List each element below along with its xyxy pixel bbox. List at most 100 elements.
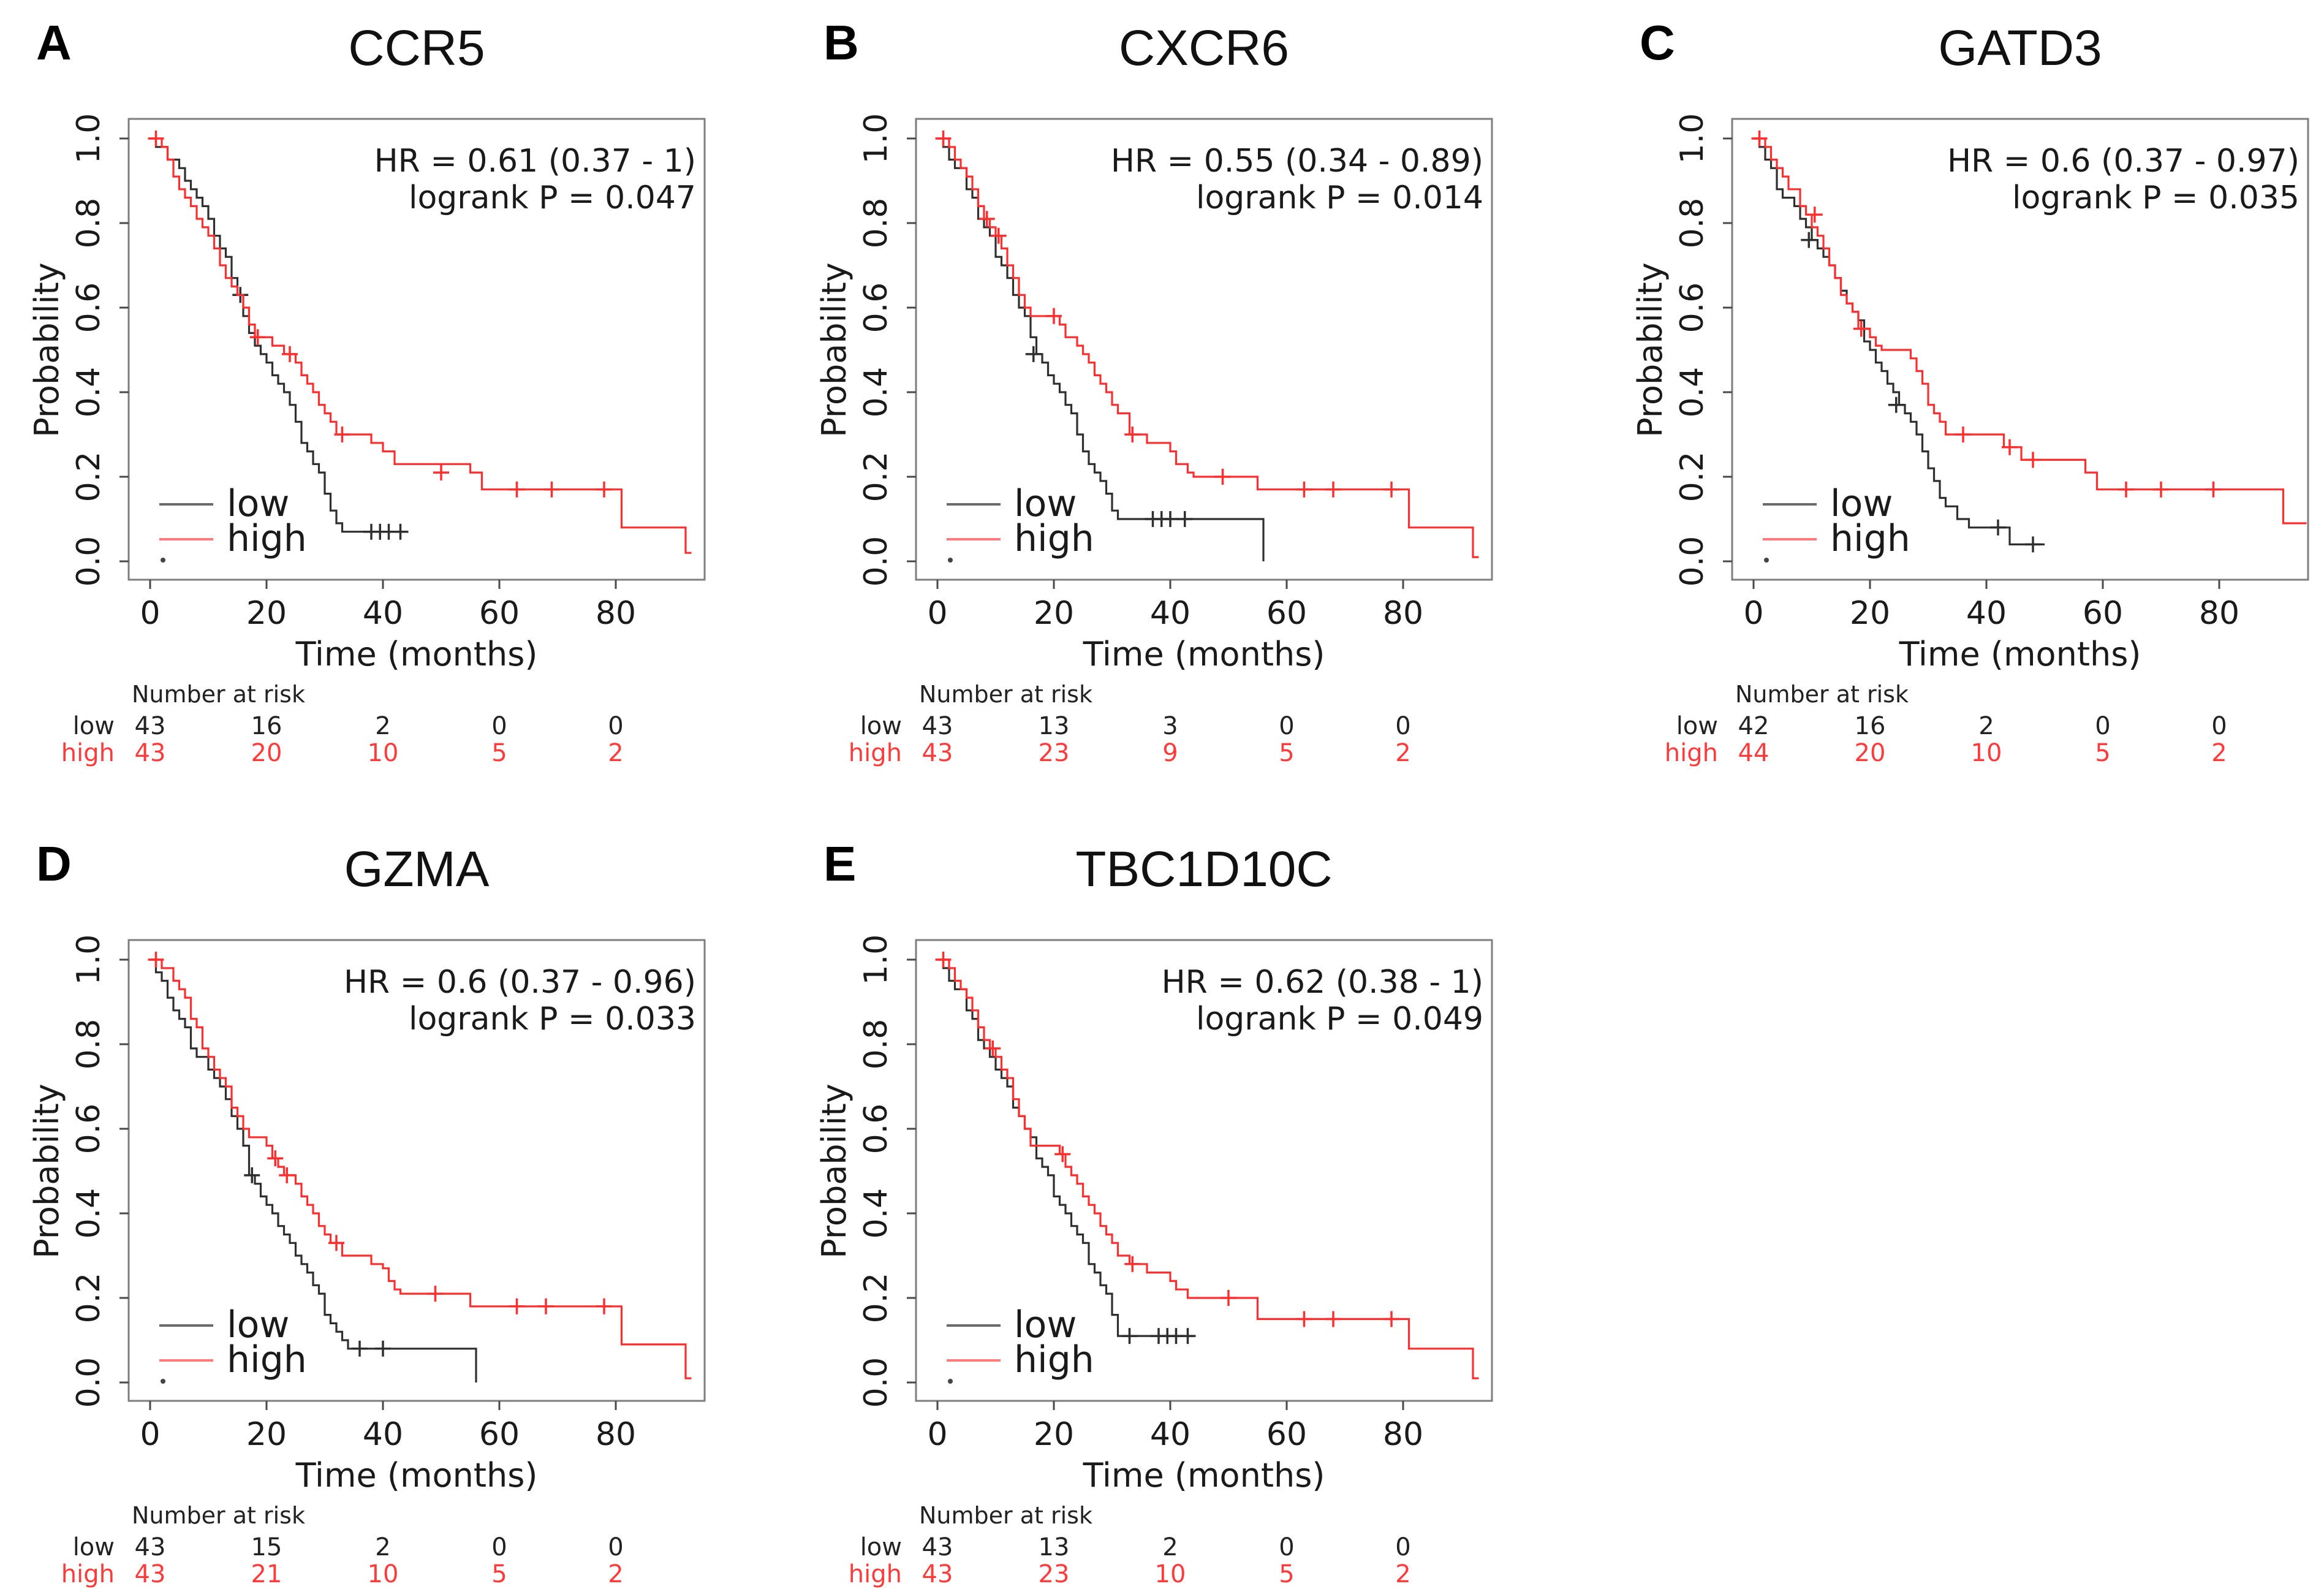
- censor-mark-low: [392, 523, 409, 540]
- legend-dot: [161, 558, 165, 563]
- censor-mark-high: [985, 1040, 1001, 1056]
- censor-mark-high: [1296, 481, 1312, 498]
- risk-count-low: 2: [375, 712, 390, 740]
- censor-mark-high: [2153, 481, 2169, 498]
- risk-count-high: 9: [1162, 739, 1178, 767]
- censor-mark-low: [1025, 346, 1042, 362]
- legend-label-low: low: [1014, 482, 1077, 525]
- x-tick-label: 0: [140, 595, 160, 632]
- risk-count-high: 43: [922, 1560, 953, 1588]
- censor-mark-high: [1124, 1256, 1141, 1272]
- y-tick-label: 0.0: [1674, 536, 1711, 587]
- km-curve-low: [937, 137, 1265, 561]
- censor-mark-low: [1162, 511, 1178, 527]
- x-tick-label: 20: [246, 1416, 287, 1453]
- risk-count-low: 0: [491, 1533, 507, 1561]
- risk-count-high: 5: [2095, 739, 2110, 767]
- risk-row-label-low: low: [860, 712, 902, 740]
- x-tick-label: 40: [363, 1416, 403, 1453]
- risk-count-low: 0: [1395, 712, 1410, 740]
- risk-count-high: 10: [1155, 1560, 1186, 1588]
- y-tick-label: 0.8: [858, 1019, 895, 1070]
- x-axis-title: Time (months): [295, 1456, 538, 1495]
- censor-mark-high: [1751, 131, 1768, 146]
- panel-ccr5: A CCR5 0.0 0.2 0.4 0.6 0.8 1.0 Probability 0 20 4…: [28, 10, 744, 776]
- x-tick-label: 40: [1966, 595, 2007, 632]
- km-curve-high: [1754, 137, 2307, 525]
- risk-count-low: 0: [608, 1533, 623, 1561]
- risk-count-low: 2: [375, 1533, 390, 1561]
- y-tick-label: 0.6: [858, 283, 895, 333]
- censor-mark-high: [279, 1167, 295, 1183]
- panel-header: C GATD3: [1631, 10, 2324, 102]
- risk-count-low: 0: [1395, 1533, 1410, 1561]
- legend-label-high: high: [1014, 517, 1094, 560]
- censor-mark-high: [596, 481, 612, 498]
- y-tick-label: 0.2: [1674, 452, 1711, 502]
- hr-annotation: HR = 0.62 (0.38 - 1): [1162, 964, 1483, 1001]
- x-tick-label: 60: [1266, 595, 1307, 632]
- x-tick-label: 60: [479, 595, 520, 632]
- x-tick-label: 80: [1383, 595, 1423, 632]
- km-curve-low: [937, 958, 1194, 1337]
- legend-dot: [161, 1379, 165, 1384]
- risk-row-label-high: high: [849, 739, 902, 767]
- risk-count-high: 23: [1039, 1560, 1070, 1588]
- plot-box: [915, 118, 1493, 581]
- censor-mark-high: [427, 1286, 444, 1302]
- risk-count-low: 0: [1279, 712, 1294, 740]
- risk-count-high: 20: [1855, 739, 1886, 767]
- risk-count-low: 0: [2095, 712, 2110, 740]
- legend-label-low: low: [1014, 1303, 1077, 1346]
- y-tick-label: 1.0: [70, 113, 107, 164]
- risk-count-low: 0: [608, 712, 623, 740]
- km-curve-high: [150, 958, 692, 1379]
- y-tick-label: 0.2: [70, 452, 107, 502]
- logrank-annotation: logrank P = 0.047: [409, 180, 696, 216]
- y-tick-label: 0.4: [70, 1188, 107, 1239]
- x-axis-title: Time (months): [1899, 635, 2141, 673]
- x-tick-label: 60: [479, 1416, 520, 1453]
- x-tick-label: 40: [1150, 595, 1190, 632]
- km-curve-high: [937, 958, 1479, 1379]
- censor-mark-high: [1853, 320, 1869, 337]
- x-axis-title: Time (months): [1083, 635, 1325, 673]
- x-tick-label: 40: [363, 595, 403, 632]
- x-tick-label: 0: [140, 1416, 160, 1453]
- hr-annotation: HR = 0.6 (0.37 - 0.97): [1947, 143, 2299, 180]
- risk-count-low: 2: [1978, 712, 1994, 740]
- panel-cxcr6: B CXCR6 0.0 0.2 0.4 0.6 0.8 1.0 Probability 0 20…: [815, 10, 1532, 776]
- risk-row-label-low: low: [1676, 712, 1718, 740]
- censor-mark-high: [978, 211, 995, 227]
- censor-mark-high: [1325, 481, 1341, 498]
- risk-count-low: 3: [1162, 712, 1178, 740]
- censor-mark-low: [1801, 232, 1817, 248]
- risk-row-label-low: low: [860, 1533, 902, 1561]
- km-curve-high: [937, 137, 1479, 558]
- censor-mark-high: [148, 131, 164, 146]
- y-tick-label: 0.2: [858, 1273, 895, 1324]
- y-tick-label: 0.4: [1674, 367, 1711, 418]
- risk-count-low: 0: [491, 712, 507, 740]
- censor-mark-high: [433, 465, 449, 481]
- risk-count-low: 16: [251, 712, 282, 740]
- y-tick-label: 0.2: [858, 452, 895, 502]
- plot-box: [127, 118, 706, 581]
- risk-count-low: 2: [1162, 1533, 1178, 1561]
- risk-row-label-low: low: [73, 1533, 115, 1561]
- x-tick-label: 20: [1034, 1416, 1074, 1453]
- x-axis-title: Time (months): [295, 635, 538, 673]
- y-tick-label: 0.0: [70, 1357, 107, 1408]
- risk-row-label-high: high: [61, 739, 115, 767]
- panel-title: GATD3: [1938, 20, 2102, 76]
- risk-count-high: 10: [368, 739, 399, 767]
- censor-mark-low: [1888, 396, 1904, 413]
- y-tick-label: 0.4: [858, 367, 895, 418]
- risk-count-high: 23: [1039, 739, 1070, 767]
- risk-count-low: 13: [1039, 1533, 1070, 1561]
- panel-gzma: D GZMA 0.0 0.2 0.4 0.6 0.8 1.0 Probability 0 20 4…: [28, 831, 744, 1589]
- panel-header: E TBC1D10C: [815, 831, 1532, 923]
